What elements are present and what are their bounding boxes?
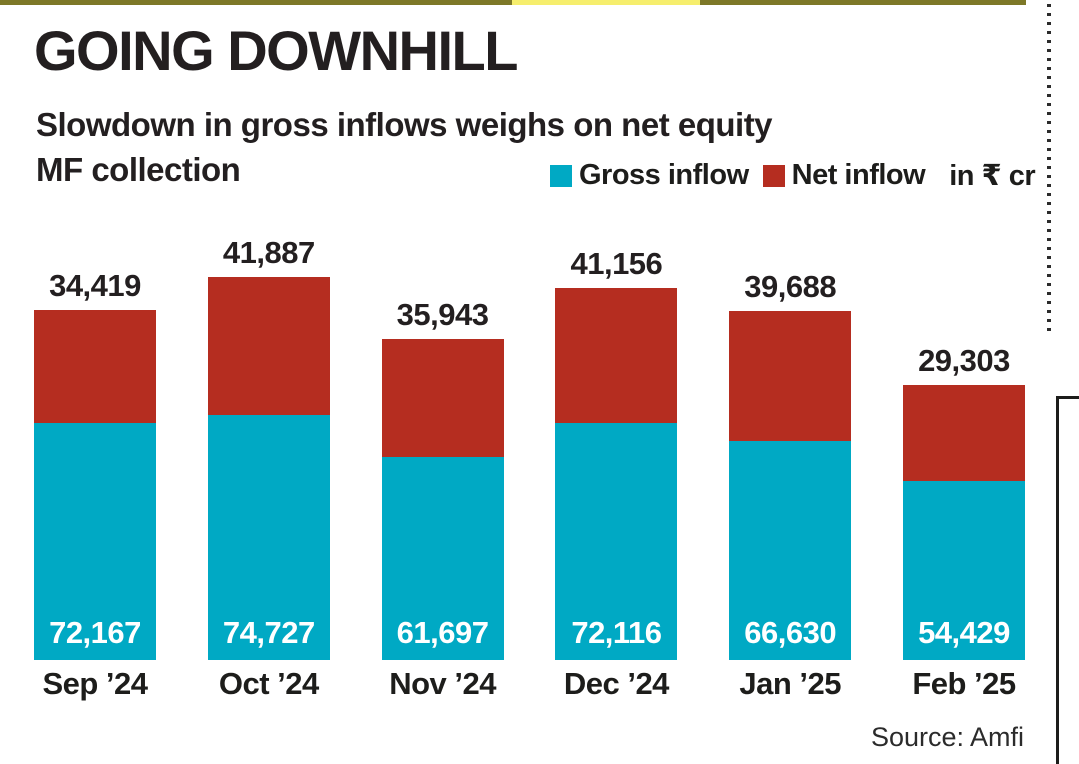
net-inflow-bar-segment (729, 311, 852, 441)
month-label: Sep ’24 (42, 666, 148, 701)
net-inflow-bar-segment (555, 288, 678, 423)
chart-subtitle-line2: MF collection (36, 151, 241, 188)
bar-stack: 29,303 54,429 (902, 228, 1025, 660)
bar-group: 29,303 54,429 Feb ’25 (902, 228, 1025, 702)
net-inflow-value-label: 39,688 (744, 269, 837, 304)
source-label: Source: Amfi (870, 722, 1024, 752)
bar-stack: 41,156 72,116 (555, 228, 678, 660)
month-label: Jan ’25 (739, 666, 841, 701)
bar-group: 34,419 72,167 Sep ’24 (34, 228, 156, 702)
bar-group: 41,887 74,727 Oct ’24 (207, 228, 330, 702)
net-inflow-legend-swatch (762, 164, 785, 187)
net-inflow-value-label: 34,419 (49, 268, 141, 303)
month-label: Dec ’24 (563, 666, 670, 701)
gross-inflow-bar-segment: 74,727 (207, 415, 330, 660)
month-label: Feb ’25 (912, 666, 1016, 701)
gross-inflow-legend-swatch (550, 164, 572, 187)
bar-stack: 41,887 74,727 (207, 228, 330, 660)
gross-inflow-value-label: 74,727 (222, 615, 315, 650)
bar-group: 39,688 66,630 Jan ’25 (729, 228, 852, 702)
chart-title: GOING DOWNHILL (34, 19, 518, 82)
gross-inflow-bar-segment: 72,116 (555, 423, 678, 660)
stacked-bar-chart: 34,419 72,167 Sep ’24 41,887 74,727 Oct ’24 35… (34, 228, 1025, 702)
gross-inflow-bar-segment: 72,167 (34, 423, 156, 660)
net-inflow-bar-segment (902, 385, 1025, 481)
bar-stack: 34,419 72,167 (34, 228, 156, 660)
net-inflow-value-label: 41,156 (570, 246, 663, 281)
gross-inflow-value-label: 72,116 (571, 615, 662, 650)
net-inflow-bar-segment (34, 310, 156, 423)
gross-inflow-bar-segment: 66,630 (729, 441, 852, 660)
chart-legend: Gross inflow Net inflow in ₹ cr (550, 158, 1036, 193)
chart-subtitle: Slowdown in gross inflows weighs on net … (36, 102, 773, 192)
net-inflow-legend-label: Net inflow (791, 159, 926, 191)
bar-group: 35,943 61,697 Nov ’24 (381, 228, 504, 702)
month-label: Oct ’24 (218, 666, 319, 701)
net-inflow-value-label: 29,303 (918, 343, 1010, 378)
gross-inflow-bar-segment: 54,429 (902, 481, 1025, 660)
net-inflow-bar-segment (207, 277, 330, 415)
legend-unit-label: in ₹ cr (949, 160, 1036, 192)
net-inflow-bar-segment (381, 339, 504, 457)
gross-inflow-value-label: 66,630 (744, 615, 837, 650)
chart-subtitle-line1: Slowdown in gross inflows weighs on net … (36, 106, 773, 143)
bar-stack: 39,688 66,630 (729, 228, 852, 660)
top-rule-highlight (512, 0, 700, 5)
month-label: Nov ’24 (389, 666, 496, 701)
dotted-column-divider (1047, 4, 1051, 334)
gross-inflow-bar-segment: 61,697 (381, 457, 504, 660)
bar-stack: 35,943 61,697 (381, 228, 504, 660)
adjacent-box-corner (1056, 396, 1079, 764)
bar-group: 41,156 72,116 Dec ’24 (555, 228, 678, 702)
gross-inflow-legend-label: Gross inflow (579, 159, 749, 191)
gross-inflow-value-label: 61,697 (396, 615, 489, 650)
gross-inflow-value-label: 54,429 (918, 615, 1010, 650)
top-rule (0, 0, 1026, 5)
net-inflow-value-label: 35,943 (396, 297, 489, 332)
gross-inflow-value-label: 72,167 (49, 615, 141, 650)
net-inflow-value-label: 41,887 (222, 235, 315, 270)
